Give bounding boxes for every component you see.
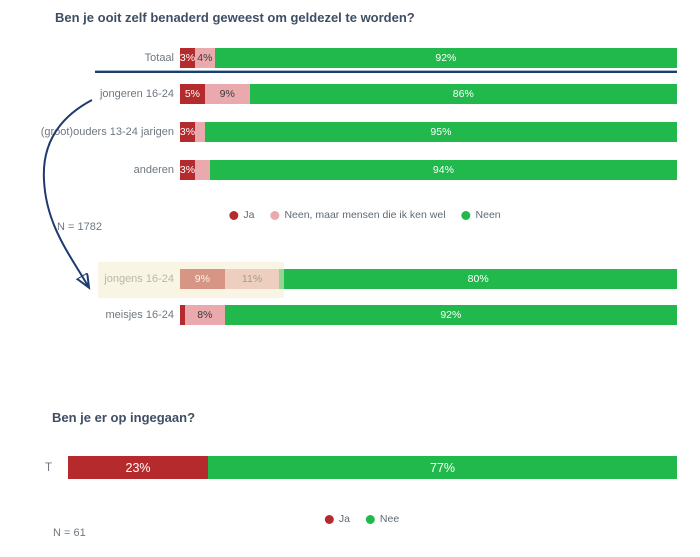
category-label-jongeren: jongeren 16-24 (99, 88, 174, 100)
chart2-sample-size: N = 61 (53, 527, 86, 539)
category-label-anderen: anderen (133, 164, 174, 176)
legend-dot-nee-icon (365, 514, 375, 524)
category-label-t: T (45, 461, 53, 474)
stacked-bar-anderen: 3% 94% (180, 160, 677, 180)
legend-label: Ja (338, 513, 350, 525)
legend-label: Neen, maar mensen die ik ken wel (284, 209, 446, 221)
bar-segment-neen-maar (194, 122, 205, 142)
bar-segment-neen: 80% (279, 269, 677, 289)
chart1-title: Ben je ooit zelf benaderd geweest om gel… (55, 10, 415, 25)
bar-segment-ja: 3% (180, 160, 195, 180)
bar-row-anderen: anderen 3% 94% (40, 160, 677, 180)
legend-label: Neen (475, 209, 501, 221)
segment-value-label: 92% (435, 52, 457, 64)
bar-segment-neen-maar: 9% (204, 84, 250, 104)
bar-segment-neen: 95% (204, 122, 677, 142)
bar-segment-neen-maar: 11% (224, 269, 280, 289)
category-label-grootouders: (groot)ouders 13-24 jarigen (40, 126, 174, 138)
legend-item-neen: Neen (461, 209, 501, 221)
chart2-legend: Ja Nee (324, 513, 400, 525)
segment-value-label: 80% (467, 273, 489, 285)
stacked-bar-t: 23% 77% (68, 456, 677, 479)
segment-value-label: 3% (179, 52, 196, 64)
bar-row-grootouders: (groot)ouders 13-24 jarigen 3% 95% (40, 122, 677, 142)
segment-value-label: 77% (430, 460, 456, 475)
bar-row-jongeren: jongeren 16-24 5% 9% 86% (40, 84, 677, 104)
segment-value-label: 3% (179, 126, 196, 138)
segment-value-label: 9% (219, 88, 235, 100)
segment-value-label: 8% (197, 309, 213, 321)
category-label-meisjes: meisjes 16-24 (105, 309, 174, 321)
bar-row-jongens: jongens 16-24 9% 11% 80% (40, 269, 677, 289)
legend-dot-ja-icon (324, 514, 334, 524)
category-label-jongens: jongens 16-24 (104, 273, 174, 285)
segment-value-label: 9% (194, 273, 210, 285)
bar-segment-ja: 9% (180, 269, 225, 289)
stacked-bar-jongeren: 5% 9% 86% (180, 84, 677, 104)
bar-segment-neen-maar: 4% (194, 48, 215, 68)
segment-value-label: 94% (432, 164, 454, 176)
stacked-bar-grootouders: 3% 95% (180, 122, 677, 142)
segment-value-label: 4% (197, 52, 213, 64)
segment-value-label: 3% (179, 164, 196, 176)
legend-dot-neen-icon (461, 210, 471, 220)
segment-value-label: 5% (184, 88, 201, 100)
bar-segment-nee: 77% (208, 456, 677, 479)
bar-segment-neen: 92% (224, 305, 677, 325)
bar-segment-ja: 23% (68, 456, 209, 479)
bar-row-meisjes: meisjes 16-24 8% 92% (40, 305, 677, 325)
legend-item-nee: Nee (365, 513, 400, 525)
bar-segment-neen: 86% (249, 84, 677, 104)
bar-row-t: T 23% 77% (45, 456, 677, 479)
legend-label: Nee (379, 513, 400, 525)
chart2-title: Ben je er op ingegaan? (52, 410, 196, 425)
stacked-bar-jongens: 9% 11% 80% (180, 269, 677, 289)
legend-item-ja: Ja (324, 513, 350, 525)
bar-segment-neen-maar (194, 160, 210, 180)
bar-segment-ja: 5% (180, 84, 205, 104)
segment-value-label: 95% (430, 126, 452, 138)
segment-value-label: 23% (125, 460, 151, 475)
legend-item-neen-maar: Neen, maar mensen die ik ken wel (270, 209, 446, 221)
segment-value-label: 11% (241, 273, 263, 285)
legend-dot-neen-maar-icon (270, 210, 280, 220)
stacked-bar-meisjes: 8% 92% (180, 305, 677, 325)
chart1-legend: Ja Neen, maar mensen die ik ken wel Neen (229, 209, 501, 221)
bar-segment-ja (180, 305, 185, 325)
segment-value-label: 92% (440, 309, 462, 321)
legend-label: Ja (243, 209, 255, 221)
legend-dot-ja-icon (229, 210, 239, 220)
legend-item-ja: Ja (229, 209, 254, 221)
bar-segment-ja: 3% (180, 48, 195, 68)
category-label-totaal: Totaal (144, 52, 174, 64)
segment-value-label: 86% (452, 88, 474, 100)
bar-segment-neen: 94% (209, 160, 677, 180)
bar-segment-ja: 3% (180, 122, 195, 142)
bar-segment-neen: 92% (214, 48, 677, 68)
stacked-bar-totaal: 3% 4% 92% (180, 48, 677, 68)
bar-segment-neen-maar: 8% (184, 305, 225, 325)
divider-line (95, 70, 677, 73)
chart1-sample-size: N = 1782 (57, 221, 102, 233)
bar-row-totaal: Totaal 3% 4% 92% (40, 48, 677, 68)
